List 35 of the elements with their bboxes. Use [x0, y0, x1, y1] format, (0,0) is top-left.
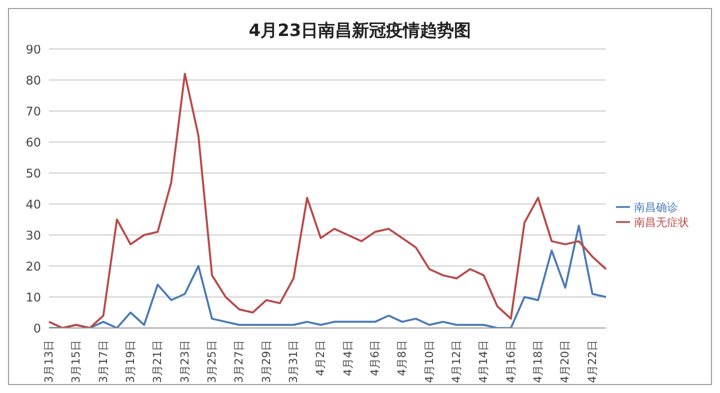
x-tick-label: 4月12日	[450, 340, 464, 383]
y-tick-label: 40	[26, 197, 41, 212]
x-tick-label: 3月15日	[70, 340, 83, 383]
x-tick-label: 3月29日	[260, 340, 273, 383]
x-tick-label: 4月20日	[558, 340, 572, 383]
legend-label: 南昌确诊	[634, 200, 678, 214]
x-tick-label: 4月6日	[368, 340, 382, 376]
chart-title: 4月23日南昌新冠疫情趋势图	[248, 21, 472, 41]
x-tick-label: 4月8日	[396, 340, 409, 376]
x-tick-label: 3月17日	[96, 340, 110, 383]
y-tick-label: 20	[26, 259, 41, 274]
x-tick-label: 3月27日	[232, 340, 246, 383]
x-tick-label: 3月25日	[206, 340, 219, 383]
y-tick-label: 70	[26, 104, 41, 118]
x-tick-label: 4月10日	[422, 340, 436, 383]
y-tick-label: 30	[26, 228, 41, 242]
y-tick-label: 10	[26, 290, 41, 304]
y-tick-label: 80	[26, 73, 41, 88]
x-tick-label: 3月21日	[151, 340, 164, 383]
x-tick-label: 3月13日	[42, 340, 56, 383]
x-tick-label: 4月4日	[341, 340, 354, 376]
x-tick-label: 3月23日	[178, 340, 192, 383]
y-tick-label: 60	[26, 135, 41, 150]
line-series	[48, 72, 607, 328]
x-tick-label: 4月2日	[314, 340, 328, 376]
x-tick-label: 4月14日	[477, 340, 490, 383]
y-tick-label: 0	[33, 321, 41, 336]
x-tick-label: 3月19日	[124, 340, 138, 383]
x-tick-label: 4月16日	[504, 340, 518, 383]
line-series	[48, 224, 607, 328]
x-tick-label: 3月31日	[287, 340, 300, 383]
x-tick-label: 4月18日	[532, 340, 545, 383]
y-tick-label: 50	[26, 166, 41, 180]
x-tick-label: 4月22日	[586, 340, 599, 383]
legend-label: 南昌无症状	[634, 216, 689, 228]
